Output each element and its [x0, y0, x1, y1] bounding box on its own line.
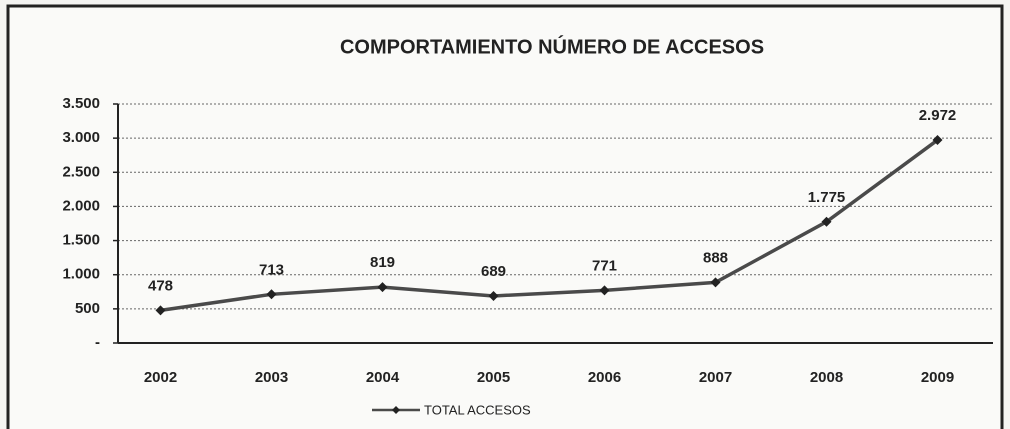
data-label: 771	[592, 257, 617, 274]
line	[160, 138, 939, 313]
y-tick-label: 1.000	[62, 266, 100, 283]
x-tick-label: 2007	[699, 369, 732, 386]
chart-title: COMPORTAMIENTO NÚMERO DE ACCESOS	[340, 34, 764, 58]
data-label: 888	[703, 249, 728, 266]
y-tick-label: 3.500	[62, 95, 100, 112]
point	[932, 135, 943, 146]
point	[266, 289, 277, 300]
x-tick-label: 2005	[477, 369, 510, 386]
x-tick-label: 2009	[921, 369, 954, 386]
y-tick-label: 500	[75, 300, 100, 317]
point	[488, 290, 499, 301]
point	[599, 285, 610, 296]
data-label: 689	[481, 263, 506, 280]
legend-label: TOTAL ACCESOS	[424, 402, 531, 417]
x-tick-label: 2002	[144, 369, 177, 386]
y-tick-label: -	[95, 334, 100, 351]
y-tick-label: 3.000	[62, 129, 100, 146]
data-label: 2.972	[919, 107, 957, 124]
point	[710, 277, 721, 288]
x-tick-label: 2003	[255, 369, 288, 386]
y-tick-label: 1.500	[62, 232, 100, 249]
chart-frame	[6, 4, 1004, 429]
data-label: 478	[148, 277, 173, 294]
data-label: 1.775	[808, 189, 846, 206]
x-tick-label: 2008	[810, 369, 843, 386]
x-tick-label: 2004	[366, 369, 400, 386]
legend-marker	[392, 406, 400, 414]
x-tick-label: 2006	[588, 369, 621, 386]
y-tick-label: 2.000	[62, 197, 100, 214]
point	[821, 216, 832, 227]
point	[155, 305, 166, 316]
data-label: 819	[370, 254, 395, 271]
y-tick-label: 2.500	[62, 163, 100, 180]
point	[377, 282, 388, 293]
data-label: 713	[259, 261, 284, 278]
